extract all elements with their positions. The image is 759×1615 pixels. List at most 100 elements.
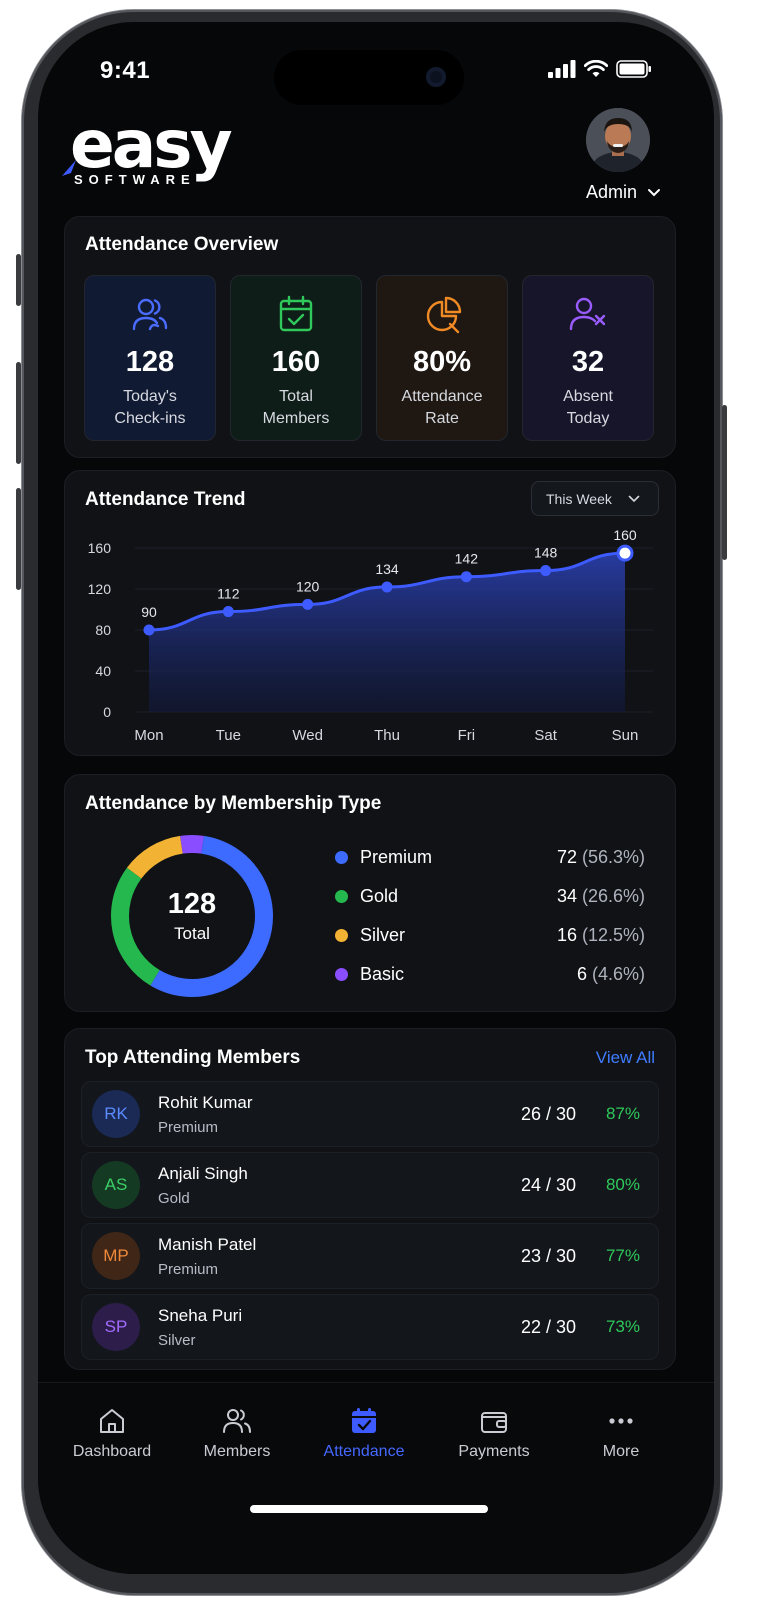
top-members-card: Top Attending Members View All RK Rohit …	[64, 1028, 676, 1370]
stat-value: 128	[125, 346, 175, 378]
data-label: 160	[613, 527, 637, 543]
user-menu[interactable]: Admin	[586, 182, 661, 203]
data-point[interactable]	[222, 606, 234, 618]
data-label: 142	[455, 551, 479, 567]
member-percent: 77%	[605, 1246, 640, 1265]
member-score: 22 / 30	[520, 1317, 576, 1337]
tab-label: Attendance	[323, 1443, 405, 1460]
wifi-icon	[584, 60, 608, 77]
legend-item-basic[interactable]: Basic 6 (4.6%)	[335, 962, 645, 986]
tab-more[interactable]: More	[559, 1405, 683, 1461]
legend-item-silver[interactable]: Silver 16 (12.5%)	[335, 923, 645, 947]
calendar-check-icon	[352, 1408, 376, 1433]
dynamic-island	[274, 50, 464, 105]
x-tick-label: Fri	[458, 727, 476, 744]
chevron-down-icon	[648, 188, 661, 196]
logo-wordmark: easy	[70, 106, 233, 183]
avatar-portrait-icon	[586, 108, 650, 172]
data-point[interactable]	[381, 581, 393, 593]
donut-total-value: 128	[168, 888, 216, 920]
member-name: Manish Patel	[158, 1235, 257, 1254]
brand-logo[interactable]: easy SOFTWARE	[62, 108, 233, 192]
data-point[interactable]	[616, 544, 634, 562]
battery-icon	[616, 60, 651, 78]
logo-swoosh-icon	[62, 160, 76, 176]
membership-donut-chart: 128 Total	[111, 835, 273, 997]
tab-attendance[interactable]: Attendance	[302, 1405, 426, 1461]
member-percent: 80%	[605, 1175, 640, 1194]
y-tick-label: 40	[95, 663, 111, 679]
x-tick-label: Thu	[374, 727, 400, 744]
home-icon	[100, 1409, 124, 1433]
tab-dashboard[interactable]: Dashboard	[50, 1405, 174, 1461]
legend-dot	[335, 889, 348, 903]
membership-type-card: Attendance by Membership Type 128 Total …	[64, 774, 676, 1012]
tab-label: Dashboard	[72, 1443, 152, 1460]
data-point[interactable]	[460, 571, 472, 583]
member-row[interactable]: AS Anjali Singh Gold 24 / 30 80%	[81, 1152, 659, 1218]
user-x-icon	[569, 297, 606, 331]
volume-up-button	[16, 362, 21, 464]
x-tick-label: Tue	[216, 727, 241, 744]
y-tick-label: 80	[95, 622, 111, 638]
data-point[interactable]	[143, 624, 155, 636]
bottom-tab-bar: Dashboard Members Attendance	[38, 1382, 714, 1574]
stat-total-members[interactable]: 160 Total Members	[230, 275, 362, 441]
donut-segment-gold[interactable]	[111, 867, 160, 986]
top-members-title: Top Attending Members	[85, 1047, 301, 1068]
signal-icon	[548, 60, 576, 78]
member-avatar: MP	[92, 1232, 140, 1280]
stat-label: Today's Check-ins	[114, 388, 186, 427]
trend-title: Attendance Trend	[85, 489, 246, 510]
tab-label: Payments	[458, 1443, 530, 1460]
donut-segment-premium[interactable]	[150, 835, 273, 997]
status-icons	[548, 60, 652, 78]
action-button	[16, 254, 21, 306]
data-label: 134	[375, 561, 399, 577]
calendar-check-icon	[279, 295, 313, 332]
data-label: 148	[534, 545, 558, 561]
y-tick-label: 0	[103, 704, 111, 720]
member-avatar: RK	[92, 1090, 140, 1138]
data-point[interactable]	[302, 598, 314, 610]
tab-payments[interactable]: Payments	[432, 1405, 556, 1461]
member-name: Sneha Puri	[158, 1306, 243, 1325]
stat-absent-today[interactable]: 32 Absent Today	[522, 275, 654, 441]
user-avatar[interactable]	[586, 108, 650, 172]
range-dropdown[interactable]: This Week	[531, 481, 659, 516]
view-all-link[interactable]: View All	[595, 1048, 655, 1067]
member-percent: 73%	[605, 1317, 640, 1336]
member-name: Anjali Singh	[158, 1164, 248, 1183]
screen: 9:41 easy SOFTWARE	[38, 22, 714, 1574]
legend-name: Silver	[360, 924, 406, 945]
legend-item-gold[interactable]: Gold 34 (26.6%)	[335, 884, 645, 908]
legend-name: Premium	[360, 846, 433, 867]
y-tick-label: 120	[88, 581, 112, 597]
legend-item-premium[interactable]: Premium 72 (56.3%)	[335, 845, 645, 869]
pie-chart-icon	[426, 296, 462, 334]
member-avatar: AS	[92, 1161, 140, 1209]
donut-segment-basic[interactable]	[180, 835, 204, 854]
stat-value: 80%	[412, 346, 472, 378]
member-score: 26 / 30	[520, 1104, 576, 1124]
stat-label: Attendance Rate	[401, 388, 483, 427]
user-label: Admin	[586, 182, 638, 202]
member-score: 24 / 30	[520, 1175, 576, 1195]
member-name: Rohit Kumar	[158, 1093, 253, 1112]
tab-members[interactable]: Members	[175, 1405, 299, 1461]
users-icon	[132, 298, 168, 331]
stat-attendance-rate[interactable]: 80% Attendance Rate	[376, 275, 508, 441]
donut-segment-silver[interactable]	[126, 835, 184, 879]
legend-value: 72 (56.3%)	[556, 846, 645, 867]
stat-checkins[interactable]: 128 Today's Check-ins	[84, 275, 216, 441]
member-row[interactable]: MP Manish Patel Premium 23 / 30 77%	[81, 1223, 659, 1289]
x-tick-label: Mon	[134, 727, 163, 744]
data-point[interactable]	[540, 565, 552, 577]
member-row[interactable]: SP Sneha Puri Silver 22 / 30 73%	[81, 1294, 659, 1360]
home-indicator[interactable]	[250, 1505, 488, 1513]
legend-name: Basic	[360, 963, 405, 984]
member-row[interactable]: RK Rohit Kumar Premium 26 / 30 87%	[81, 1081, 659, 1147]
volume-down-button	[16, 488, 21, 590]
legend-value: 6 (4.6%)	[576, 963, 645, 984]
data-label: 90	[141, 604, 157, 620]
